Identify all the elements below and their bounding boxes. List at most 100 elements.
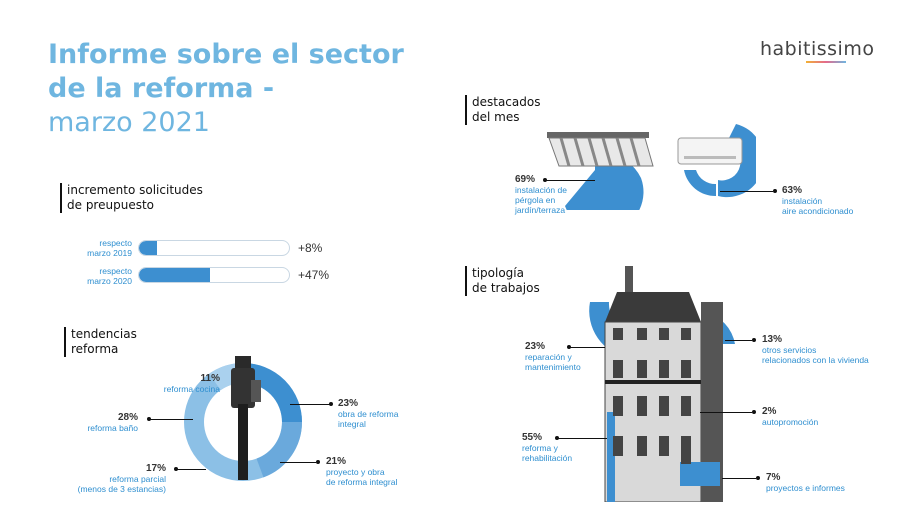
row1-label-line1: respecto [99,238,132,248]
dest-ac-line [720,191,773,192]
report-title: Informe sobre el sector de la reforma - … [48,38,428,140]
balcony-icon [605,380,701,384]
tendencias-heading: tendencias reforma [64,327,137,357]
tip-proyectos-line [722,478,756,479]
pergola-arc-icon [565,154,644,210]
tip-otros-label1: otros servicios [762,345,817,355]
building-blue-block-icon [680,462,720,486]
wrench-jaw-icon [231,368,255,408]
dest-pergola-line [545,180,595,181]
tendencias-heading-line2: reforma [71,342,119,356]
habitissimo-logo: habitissimo [760,38,875,60]
tend-proyecto-label2: de reforma integral [326,477,398,487]
tip-proyectos: 7% proyectos e informes [766,472,845,493]
tend-integral-label1: obra de reforma [338,409,399,419]
tend-proyecto-dot [316,460,320,464]
dest-pergola: 69% instalación de pérgola en jardín/ter… [515,174,567,215]
tip-reparacion-line [569,347,605,348]
ac-arc2-icon [684,170,716,197]
tip-autopromocion: 2% autopromoción [762,406,818,427]
logo-underline [806,61,846,63]
tend-proyecto-line [280,462,316,463]
tend-bano-label: reforma baño [87,423,138,433]
row1-label-line2: marzo 2019 [87,248,132,258]
donut-segment-proyecto [256,421,303,478]
dest-pergola-label3: jardín/terraza [515,205,566,215]
dest-pergola-label2: pérgola en [515,195,556,205]
row1-bar [138,240,290,256]
awning-icon [548,137,654,167]
row2-bar-fill [139,268,210,282]
tip-reparacion-pct: 23% [525,341,546,352]
title-line-3: marzo 2021 [48,107,210,138]
tip-reparacion: 23% reparación y mantenimiento [525,341,581,372]
dest-ac-label1: instalación [782,196,823,206]
row1-value: +8% [298,241,323,255]
tip-autopromocion-label1: autopromoción [762,417,819,427]
roof-icon [605,292,701,322]
tip-proyectos-dot [756,476,760,480]
tend-bano-line [149,419,193,420]
tend-parcial: 17% reforma parcial (menos de 3 estancia… [60,463,166,494]
tend-integral-dot [329,402,333,406]
tip-reforma-label2: rehabilitación [522,453,573,463]
tip-reforma-label1: reforma y [522,443,558,453]
wrench-handle-icon [238,404,248,480]
tend-proyecto-label1: proyecto y obra [326,467,385,477]
tend-proyecto: 21% proyecto y obra de reforma integral [326,456,397,487]
ac-illustration [677,124,756,198]
destacados-heading-line2: del mes [472,110,520,124]
ac-unit-icon [677,137,743,165]
row2-label-line1: respecto [99,266,132,276]
tend-cocina-pct: 11% [200,373,220,384]
tip-otros-label2: relacionados con la vivienda [762,355,869,365]
dest-ac-dot [773,189,777,193]
awning-stripes-icon [559,137,641,167]
tend-parcial-label1: reforma parcial [109,474,166,484]
tend-cocina-label: reforma cocina [163,384,220,394]
side-wall-icon [701,302,723,502]
tend-proyecto-pct: 21% [326,456,347,467]
tip-otros-dot [752,338,756,342]
row2-label-line2: marzo 2020 [87,276,132,286]
tip-reforma-pct: 55% [522,432,543,443]
building-illustration [589,266,735,502]
tendencias-heading-line1: tendencias [71,327,137,341]
tip-otros: 13% otros servicios relacionados con la … [762,334,869,365]
tip-otros-line [725,340,752,341]
dest-pergola-label1: instalación de [515,185,567,195]
wrench-nut-icon [251,380,261,402]
tipologia-heading: tipología de trabajos [465,266,540,296]
title-line-2: de la reforma - [48,73,275,104]
tend-parcial-line [176,469,206,470]
tipologia-heading-line2: de trabajos [472,281,540,295]
incremento-heading-line2: de preupuesto [67,198,154,212]
windows-icon [613,328,691,464]
tip-autopromocion-line [700,412,752,413]
tend-parcial-label2: (menos de 3 estancias) [77,484,166,494]
dest-ac-label2: aire acondicionado [782,206,854,216]
tip-proyectos-label1: proyectos e informes [766,483,845,493]
tipologia-heading-line1: tipología [472,266,524,280]
tip-reparacion-label1: reparación y [525,352,572,362]
incremento-heading-line1: incremento solicitudes [67,183,203,197]
incremento-heading: incremento solicitudes de preupuesto [60,183,203,213]
chimney-icon [625,266,633,296]
tendencias-donut [184,356,303,481]
tip-proyectos-pct: 7% [766,472,781,483]
tip-reforma-line [557,438,607,439]
row2-label: respecto marzo 2020 [60,266,132,286]
wrench-head-icon [235,356,251,368]
row1-label: respecto marzo 2019 [60,238,132,258]
ac-vent-icon [684,156,736,159]
destacados-heading: destacados del mes [465,95,540,125]
tip-otros-pct: 13% [762,334,783,345]
dest-ac-pct: 63% [782,185,803,196]
dest-ac: 63% instalación aire acondicionado [782,185,853,216]
tip-autopromocion-pct: 2% [762,406,777,417]
destacados-heading-line1: destacados [472,95,541,109]
tend-integral: 23% obra de reforma integral [338,398,398,429]
tend-integral-pct: 23% [338,398,359,409]
tend-parcial-pct: 17% [145,463,166,474]
title-line-1: Informe sobre el sector [48,39,404,70]
